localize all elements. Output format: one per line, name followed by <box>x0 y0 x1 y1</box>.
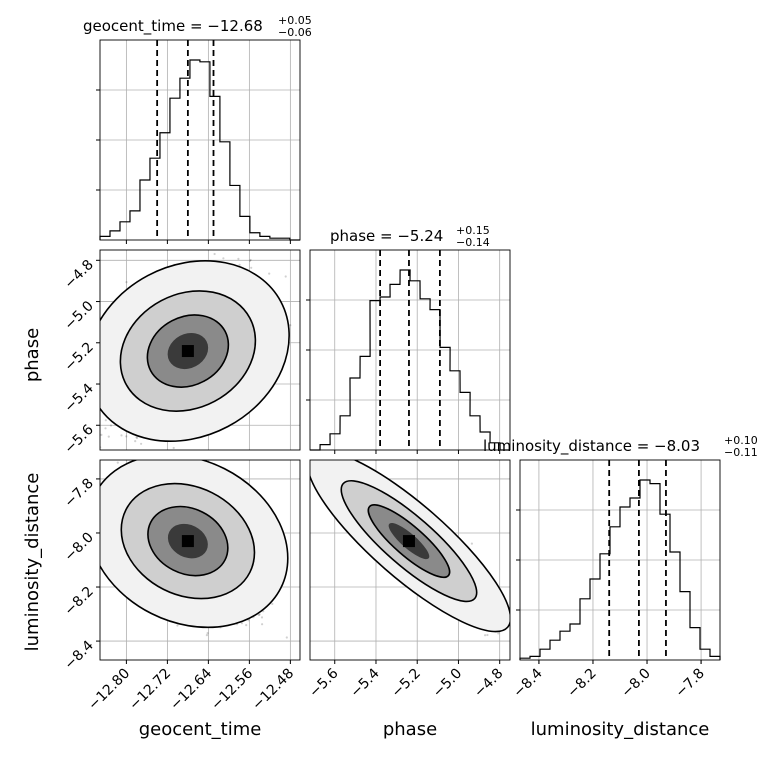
sample-point <box>94 363 96 365</box>
frame <box>99 459 301 661</box>
density-peak <box>181 345 194 358</box>
sample-point <box>135 436 138 439</box>
sample-point <box>236 246 238 248</box>
density-peak <box>181 535 194 548</box>
hist-panel-luminosity_distance <box>516 459 721 664</box>
sample-point <box>104 419 107 422</box>
sample-point <box>116 461 119 464</box>
sample-point <box>257 613 260 617</box>
sample-point <box>285 636 288 639</box>
title-luminosity-distance: luminosity_distance = −8.03 +0.10 −0.11 <box>483 434 758 459</box>
title-luminosity-distance-main: luminosity_distance = −8.03 <box>483 437 700 456</box>
sample-point <box>125 435 128 438</box>
sample-point <box>136 436 139 440</box>
contour-0 <box>100 260 290 443</box>
hist-panel-geocent_time <box>96 39 301 244</box>
sample-point <box>250 266 253 269</box>
sample-point <box>222 257 225 260</box>
sample-point <box>213 252 216 256</box>
title-geocent-time: geocent_time = −12.68 +0.05 −0.06 <box>83 14 312 39</box>
sample-point <box>268 272 271 275</box>
sample-point <box>172 446 175 450</box>
scatter-panel-geocent_time-luminosity_distance <box>96 440 322 664</box>
scatter-panel-geocent_time-phase <box>79 246 301 456</box>
sample-point <box>237 257 240 260</box>
sample-point <box>525 638 527 640</box>
contour-1 <box>120 482 256 600</box>
sample-point <box>266 662 268 664</box>
sample-point <box>238 263 241 266</box>
sample-point <box>248 259 252 262</box>
hist-panel-phase <box>306 249 511 454</box>
sample-point <box>97 391 99 393</box>
sample-point <box>123 451 125 453</box>
sample-point <box>140 442 143 445</box>
panels: −12.80−12.72−12.64−12.56−12.48 −5.6 −5.4 −5… <box>61 39 721 713</box>
sample-point <box>97 391 99 393</box>
title-luminosity-distance-sub: −0.11 <box>724 446 758 459</box>
sample-point <box>141 440 143 442</box>
sample-point <box>156 454 158 456</box>
sample-point <box>147 454 149 456</box>
panel-content <box>310 458 527 660</box>
panel-content <box>79 246 300 456</box>
title-geocent-time-main: geocent_time = −12.68 <box>83 17 263 36</box>
title-phase-sup: +0.15 <box>456 224 490 237</box>
sample-point <box>320 632 322 634</box>
contour-2 <box>147 505 229 577</box>
sample-point <box>96 470 98 472</box>
sample-point <box>240 622 243 625</box>
sample-point <box>245 624 248 627</box>
sample-point <box>176 624 179 627</box>
ylabel-phase: phase <box>22 328 43 382</box>
sample-point <box>109 424 113 427</box>
ylabel-luminosity-distance: luminosity_distance <box>22 473 43 652</box>
sample-point <box>120 434 123 437</box>
sample-point <box>206 632 209 635</box>
sample-point <box>261 623 264 626</box>
hist-step-luminosity_distance <box>519 479 721 660</box>
sample-point <box>271 602 274 606</box>
title-phase-main: phase = −5.24 <box>330 227 443 245</box>
sample-point <box>260 616 264 619</box>
title-phase: phase = −5.24 +0.15 −0.14 <box>330 224 490 249</box>
title-geocent-time-sup: +0.05 <box>278 14 312 27</box>
sample-point <box>84 447 86 449</box>
panel-content <box>96 440 322 664</box>
contour-2 <box>146 314 230 388</box>
sample-point <box>134 440 137 443</box>
hist-step-geocent_time <box>99 59 300 241</box>
contour-0 <box>100 460 289 629</box>
sample-point <box>79 374 81 376</box>
sample-point <box>144 453 146 455</box>
sample-point <box>289 324 292 327</box>
scatter-panel-phase-luminosity_distance <box>309 458 527 661</box>
hist-step-phase <box>310 269 511 451</box>
xlabel-geocent-time: geocent_time <box>139 719 262 740</box>
sample-point <box>154 453 156 455</box>
sample-point <box>249 258 252 262</box>
title-geocent-time-sub: −0.06 <box>278 26 312 39</box>
sample-point <box>337 458 339 460</box>
sample-point <box>258 613 261 616</box>
sample-point <box>107 435 110 438</box>
sample-point <box>284 275 287 278</box>
title-phase-sub: −0.14 <box>456 236 490 249</box>
sample-point <box>104 427 107 430</box>
frame <box>99 249 301 451</box>
sample-point <box>125 281 128 284</box>
title-luminosity-distance-sup: +0.10 <box>724 434 758 447</box>
xlabel-phase: phase <box>383 719 437 740</box>
xlabel-luminosity-distance: luminosity_distance <box>531 719 710 740</box>
contour-1 <box>119 290 257 412</box>
sample-point <box>169 456 171 458</box>
sample-point <box>205 634 208 637</box>
sample-point <box>174 444 176 446</box>
sample-point <box>100 433 103 436</box>
